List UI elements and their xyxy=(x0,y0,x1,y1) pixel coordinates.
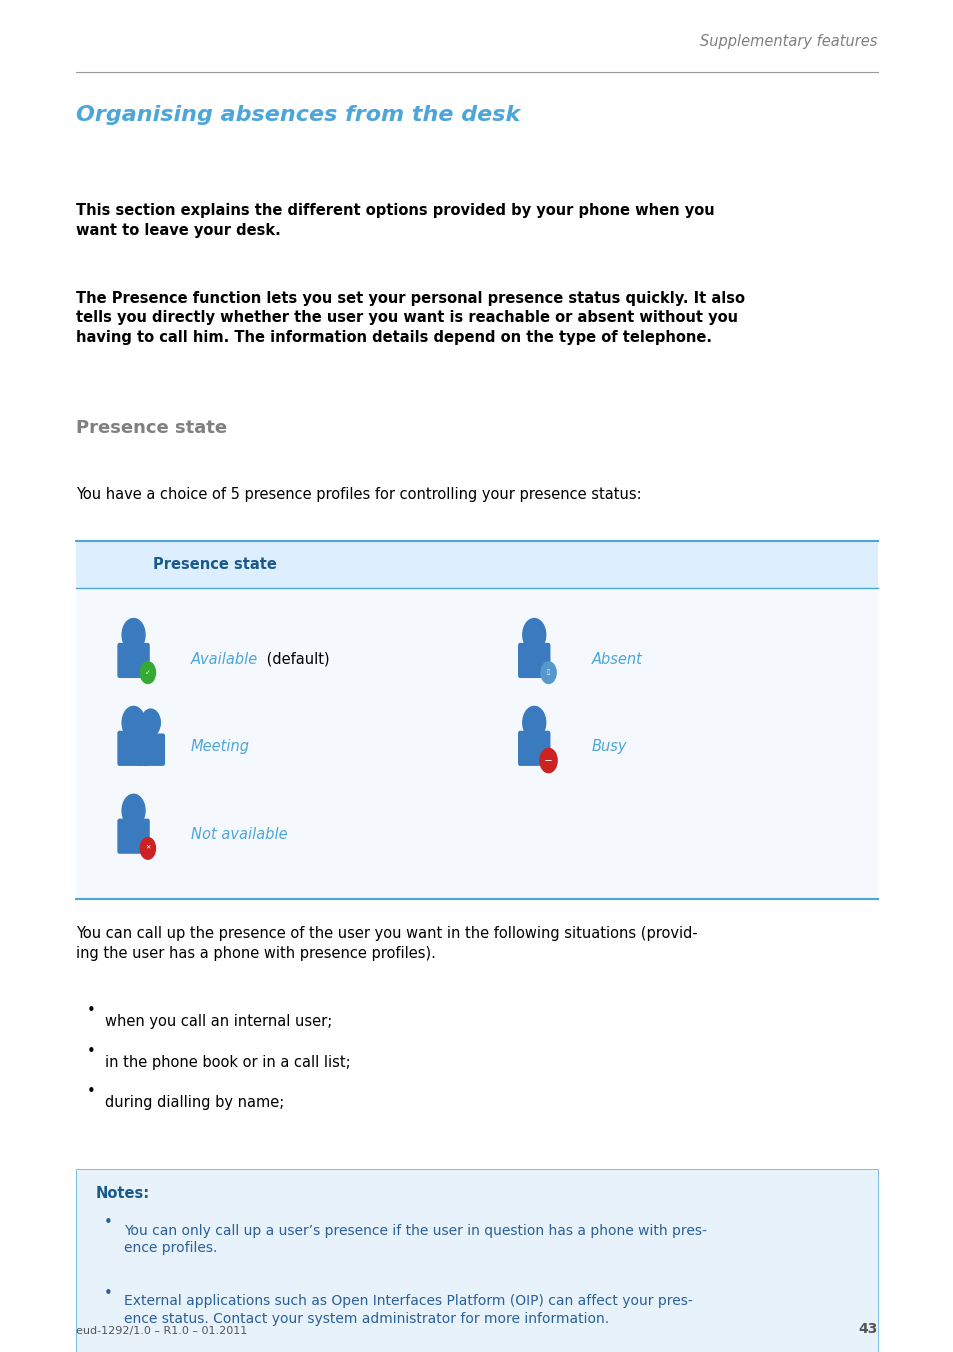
Text: You can call up the presence of the user you want in the following situations (p: You can call up the presence of the user… xyxy=(76,926,698,961)
Text: •: • xyxy=(86,1084,95,1099)
Text: eud-1292/1.0 – R1.0 – 01.2011: eud-1292/1.0 – R1.0 – 01.2011 xyxy=(76,1326,248,1336)
Text: ✕: ✕ xyxy=(145,846,151,850)
Text: —: — xyxy=(544,757,552,764)
Circle shape xyxy=(141,710,160,737)
Circle shape xyxy=(522,707,545,740)
Circle shape xyxy=(522,619,545,652)
Text: You have a choice of 5 presence profiles for controlling your presence status:: You have a choice of 5 presence profiles… xyxy=(76,487,641,502)
Text: •: • xyxy=(86,1044,95,1059)
Text: You can only call up a user’s presence if the user in question has a phone with : You can only call up a user’s presence i… xyxy=(124,1224,706,1256)
Text: This section explains the different options provided by your phone when you
want: This section explains the different opti… xyxy=(76,203,714,238)
FancyBboxPatch shape xyxy=(517,644,550,679)
Text: External applications such as Open Interfaces Platform (OIP) can affect your pre: External applications such as Open Inter… xyxy=(124,1294,692,1326)
Text: •: • xyxy=(86,1003,95,1018)
Text: (default): (default) xyxy=(262,652,330,667)
Text: •: • xyxy=(103,1286,112,1301)
Text: Supplementary features: Supplementary features xyxy=(700,34,877,49)
Text: during dialling by name;: during dialling by name; xyxy=(105,1095,284,1110)
Text: in the phone book or in a call list;: in the phone book or in a call list; xyxy=(105,1055,350,1069)
FancyBboxPatch shape xyxy=(117,819,150,854)
Circle shape xyxy=(122,707,145,740)
Circle shape xyxy=(140,838,155,860)
FancyBboxPatch shape xyxy=(76,541,877,899)
Text: Available: Available xyxy=(191,652,257,667)
Text: Not available: Not available xyxy=(191,827,287,842)
FancyBboxPatch shape xyxy=(117,731,150,767)
Circle shape xyxy=(122,619,145,652)
Text: The Presence function lets you set your personal presence status quickly. It als: The Presence function lets you set your … xyxy=(76,291,744,345)
Text: Busy: Busy xyxy=(591,740,626,754)
Circle shape xyxy=(539,749,557,773)
FancyBboxPatch shape xyxy=(117,644,150,679)
FancyBboxPatch shape xyxy=(136,734,165,767)
Circle shape xyxy=(140,662,155,684)
Text: Presence state: Presence state xyxy=(76,419,227,437)
FancyBboxPatch shape xyxy=(76,541,877,588)
Circle shape xyxy=(122,795,145,827)
Text: Notes:: Notes: xyxy=(95,1186,150,1201)
Text: Presence state: Presence state xyxy=(152,557,276,572)
Text: ✓: ✓ xyxy=(145,669,151,676)
Circle shape xyxy=(540,662,556,684)
Text: when you call an internal user;: when you call an internal user; xyxy=(105,1014,332,1029)
Text: Organising absences from the desk: Organising absences from the desk xyxy=(76,105,520,126)
Text: •: • xyxy=(103,1215,112,1230)
Text: 43: 43 xyxy=(858,1322,877,1336)
Text: ⌚: ⌚ xyxy=(546,669,550,676)
FancyBboxPatch shape xyxy=(517,731,550,767)
FancyBboxPatch shape xyxy=(76,1169,877,1352)
Text: Meeting: Meeting xyxy=(191,740,250,754)
Text: Absent: Absent xyxy=(591,652,641,667)
